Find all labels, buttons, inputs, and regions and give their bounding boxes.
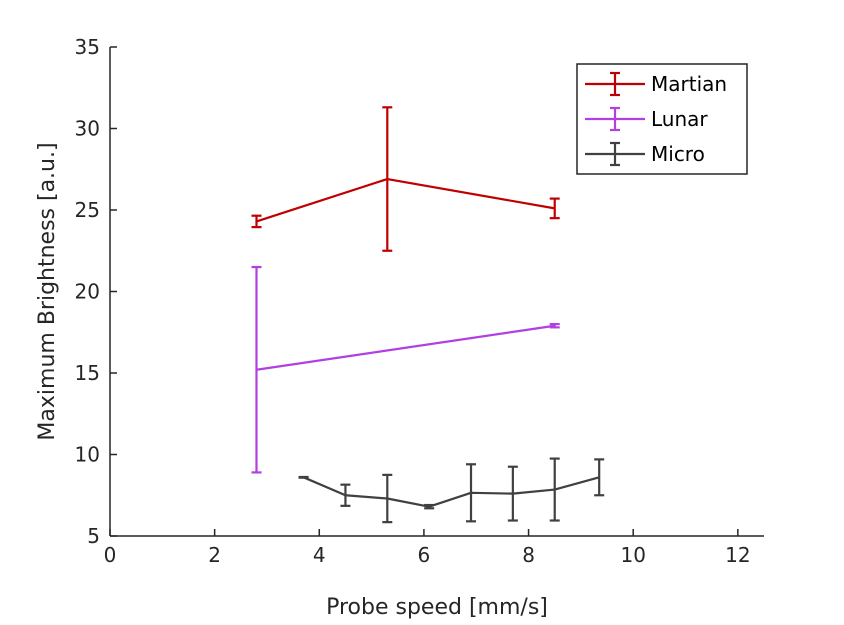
error-bar bbox=[382, 473, 393, 524]
series-line-micro bbox=[303, 476, 600, 508]
x-tick-label: 2 bbox=[208, 543, 221, 567]
error-bar bbox=[549, 457, 560, 522]
y-axis-title: Maximum Brightness [a.u.] bbox=[35, 142, 60, 440]
error-bar bbox=[298, 475, 309, 479]
series-line-martian bbox=[256, 177, 555, 223]
legend-label: Martian bbox=[651, 72, 727, 96]
x-tick-label: 12 bbox=[725, 543, 750, 567]
error-bar bbox=[549, 197, 560, 220]
axes: 0 2 4 6 8 10 12 5 10 15 20 25 30 35 bbox=[75, 35, 764, 567]
legend-label: Lunar bbox=[651, 107, 708, 131]
y-tick-label: 25 bbox=[75, 198, 100, 222]
error-bar bbox=[549, 323, 560, 329]
error-bar bbox=[251, 265, 262, 474]
legend-item-martian: Martian bbox=[585, 71, 727, 97]
y-tick-label: 5 bbox=[87, 524, 100, 548]
error-bar bbox=[340, 483, 351, 507]
y-tick-label: 10 bbox=[75, 443, 100, 467]
x-tick-label: 6 bbox=[418, 543, 431, 567]
error-bar bbox=[466, 463, 477, 523]
error-bar bbox=[382, 106, 393, 252]
x-axis-title: Probe speed [mm/s] bbox=[326, 595, 548, 620]
series-lunar bbox=[251, 265, 560, 474]
error-bar bbox=[594, 458, 605, 497]
series-line-lunar bbox=[256, 324, 555, 371]
y-tick-label: 20 bbox=[75, 280, 100, 304]
error-bar bbox=[424, 503, 435, 510]
x-tick-label: 0 bbox=[104, 543, 117, 567]
legend-item-micro: Micro bbox=[585, 141, 705, 167]
y-tick-label: 35 bbox=[75, 35, 100, 59]
error-bar bbox=[251, 214, 262, 229]
y-tick-label: 15 bbox=[75, 361, 100, 385]
legend-label: Micro bbox=[651, 142, 705, 166]
x-tick-label: 10 bbox=[620, 543, 645, 567]
series-micro bbox=[298, 457, 605, 524]
x-tick-label: 4 bbox=[313, 543, 326, 567]
x-tick-label: 8 bbox=[522, 543, 535, 567]
error-bar bbox=[507, 465, 518, 522]
y-tick-label: 30 bbox=[75, 117, 100, 141]
legend-item-lunar: Lunar bbox=[585, 106, 708, 132]
legend: Martian Lunar Micro bbox=[576, 63, 748, 175]
series-group bbox=[251, 106, 605, 524]
series-martian bbox=[251, 106, 560, 252]
